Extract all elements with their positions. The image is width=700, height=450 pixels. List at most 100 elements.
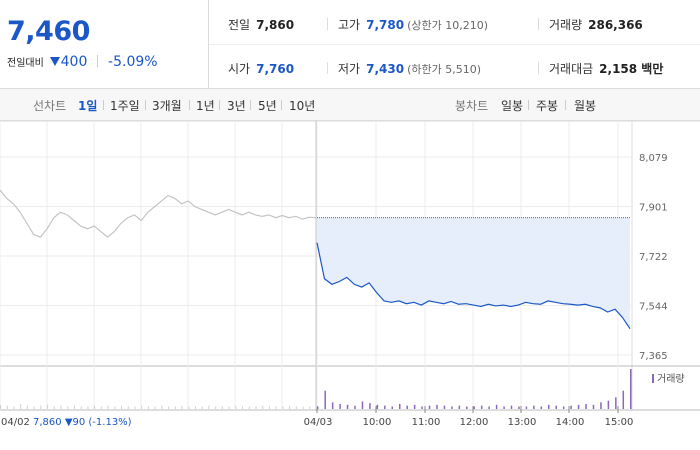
volume-bar (215, 406, 217, 409)
volume-bar (114, 406, 116, 409)
volume-bar (458, 405, 461, 409)
lower-limit: (하한가 5,510) (407, 63, 481, 76)
volume-bar (87, 406, 89, 409)
volume-bar (592, 404, 595, 409)
y-tick-label: 7,544 (639, 302, 668, 313)
high-value: 7,780 (366, 18, 405, 32)
tab-1year[interactable]: 1년 (196, 99, 215, 113)
open-label: 시가 (228, 62, 251, 76)
divider (103, 100, 104, 110)
volume-bar (282, 406, 284, 409)
volume-bar (622, 390, 625, 409)
x-tick-label: 11:00 (412, 417, 441, 428)
volume-bar (141, 405, 143, 409)
volume-bar (13, 406, 15, 409)
volume-bar (73, 405, 75, 409)
tab-weekly[interactable]: 주봉 (536, 99, 559, 113)
divider (528, 100, 529, 110)
volume-bar (398, 404, 401, 409)
volume-bar (53, 406, 55, 409)
volume-bar (316, 405, 317, 409)
volume-bar (518, 406, 520, 409)
volume-bar (354, 405, 356, 409)
volume-bar (480, 405, 483, 409)
volume-bar (428, 405, 431, 409)
open-price: 시가 7,760 (228, 60, 294, 77)
volume-bar (630, 369, 632, 409)
volume-bar (127, 406, 129, 409)
volume-bar (147, 406, 149, 409)
tab-1day[interactable]: 1일 (78, 99, 98, 113)
x-tick-label: 15:00 (605, 417, 634, 428)
amount-value: 2,158 백만 (599, 62, 664, 76)
volume: 거래량 286,366 (549, 16, 643, 33)
quote-header: 7,460 전일대비 400 -5.09% 전일 7,860 고가 7,780 (상한… (0, 0, 700, 89)
volume-bar (262, 405, 264, 409)
volume-bar (302, 406, 304, 409)
candle-chart-label: 봉차트 (455, 99, 489, 113)
prev-close-value: 7,860 (256, 18, 295, 32)
low-price: 저가 7,430 (하한가 5,510) (338, 60, 481, 77)
prev-day-line (0, 189, 317, 238)
chart-area (317, 217, 630, 329)
tab-3month[interactable]: 3개월 (152, 99, 182, 113)
volume-bar (40, 405, 42, 409)
open-value: 7,760 (256, 62, 295, 76)
prev-close: 전일 7,860 (228, 16, 294, 33)
volume-bar (346, 404, 349, 409)
tab-daily[interactable]: 일봉 (501, 99, 524, 113)
divider (281, 100, 282, 110)
volume-bar (607, 400, 610, 409)
y-tick-label: 7,901 (639, 203, 668, 214)
y-tick-label: 7,722 (639, 252, 668, 263)
volume-bar (26, 405, 28, 409)
volume-legend-swatch (652, 374, 654, 383)
volume-bar (94, 405, 96, 409)
intraday-chart[interactable]: 8,079 7,901 7,722 7,544 7,365 04/03 10:00 11:00… (0, 121, 700, 450)
volume-bar (174, 406, 176, 409)
volume-bar (562, 406, 565, 409)
tab-monthly[interactable]: 월봉 (574, 99, 597, 113)
volume-bar (181, 405, 183, 409)
volume-bar (208, 405, 210, 409)
today-price-line (316, 242, 631, 329)
volume-bar (248, 406, 250, 409)
volume-bar (80, 406, 82, 409)
chart-lines (0, 189, 631, 329)
tab-10year[interactable]: 10년 (289, 99, 316, 113)
volume-bar (324, 390, 326, 409)
volume-bar (275, 406, 277, 409)
y-tick-label: 8,079 (639, 153, 668, 164)
tab-3year[interactable]: 3년 (227, 99, 246, 113)
y-tick-label: 7,365 (639, 351, 668, 362)
volume-bar (548, 404, 550, 409)
volume-bar (6, 405, 8, 409)
volume-bar (421, 406, 423, 409)
divider (209, 44, 700, 45)
volume-legend-label: 거래량 (657, 373, 685, 385)
divider (327, 62, 328, 74)
volume-bar (577, 404, 580, 409)
upper-limit: (상한가 10,210) (407, 19, 488, 32)
volume-bar (194, 406, 196, 409)
volume-bar (555, 405, 557, 409)
volume-bar (525, 406, 528, 409)
chart-labels: 8,079 7,901 7,722 7,544 7,365 04/03 10:00 11:00… (1, 153, 685, 428)
divider (250, 100, 251, 110)
tab-5year[interactable]: 5년 (258, 99, 277, 113)
divider (538, 62, 539, 74)
down-triangle-icon (49, 57, 60, 66)
volume-bar (585, 404, 587, 409)
volume-bar (255, 406, 257, 409)
tab-1week[interactable]: 1주일 (110, 99, 140, 113)
volume-bar (47, 404, 49, 409)
price-summary: 7,460 전일대비 400 -5.09% (0, 0, 209, 88)
trade-amount: 거래대금 2,158 백만 (549, 60, 663, 77)
volume-bar (0, 404, 1, 409)
volume-bar (134, 406, 136, 409)
volume-bar (600, 402, 602, 409)
volume-bar (488, 406, 490, 409)
volume-bar (201, 406, 203, 409)
x-tick-label: 14:00 (556, 417, 585, 428)
x-tick-label: 04/03 (304, 417, 333, 428)
